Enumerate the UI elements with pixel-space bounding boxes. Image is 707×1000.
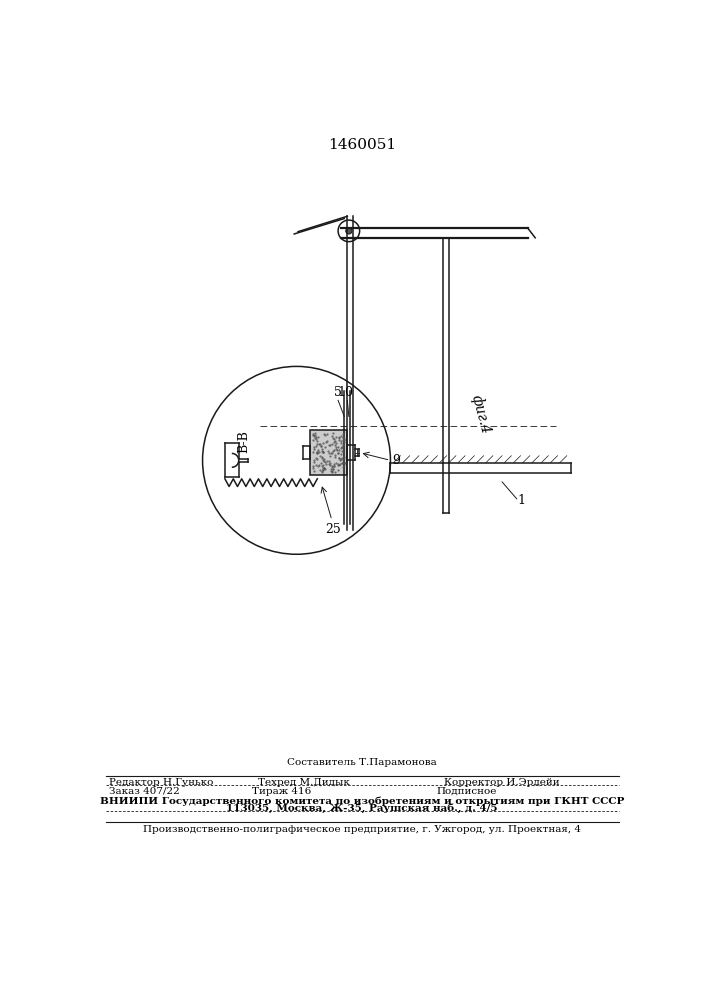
Text: 5: 5 bbox=[334, 386, 342, 399]
Text: B-B: B-B bbox=[238, 430, 251, 453]
Text: Составитель Т.Парамонова: Составитель Т.Парамонова bbox=[287, 758, 437, 767]
Text: Подписное: Подписное bbox=[437, 787, 497, 796]
Text: Заказ 407/22: Заказ 407/22 bbox=[110, 787, 180, 796]
Bar bbox=[310, 430, 347, 475]
Text: ВНИИПИ Государственного комитета по изобретениям и открытиям при ГКНТ СССР: ВНИИПИ Государственного комитета по изоб… bbox=[100, 796, 624, 806]
Text: 1460051: 1460051 bbox=[328, 138, 396, 152]
Text: фиг.4: фиг.4 bbox=[469, 393, 493, 435]
Text: 113035, Москва, Ж-35, Раушская наб., д. 4/5: 113035, Москва, Ж-35, Раушская наб., д. … bbox=[226, 804, 498, 813]
Circle shape bbox=[346, 228, 352, 234]
Text: 25: 25 bbox=[326, 523, 341, 536]
Text: 10: 10 bbox=[338, 386, 354, 399]
Text: Производственно-полиграфическое предприятие, г. Ужгород, ул. Проектная, 4: Производственно-полиграфическое предприя… bbox=[143, 825, 581, 834]
Text: Тираж 416: Тираж 416 bbox=[252, 787, 311, 796]
Text: Техред М.Дидык: Техред М.Дидык bbox=[258, 778, 350, 787]
Text: Редактор Н.Гунько: Редактор Н.Гунько bbox=[110, 778, 214, 787]
Text: 1: 1 bbox=[518, 494, 525, 507]
Text: 9: 9 bbox=[392, 454, 400, 467]
Text: Корректор И.Эрдейи: Корректор И.Эрдейи bbox=[444, 778, 560, 787]
